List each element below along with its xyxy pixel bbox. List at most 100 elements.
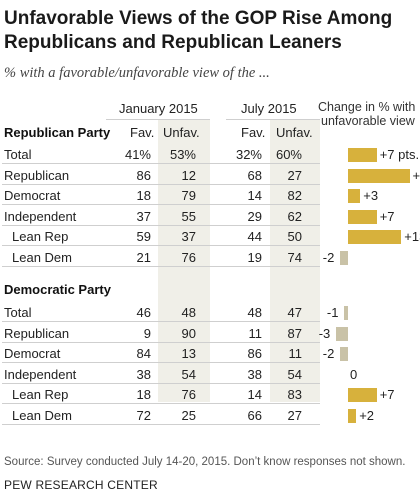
jul-fav-value: 66 [247, 407, 262, 423]
row-divider [2, 265, 320, 267]
jan-fav-value: 38 [136, 366, 151, 382]
jul-unfav-value: 54 [287, 366, 302, 382]
fav-header: Fav. [130, 125, 155, 140]
jul-fav-value: 14 [247, 188, 262, 203]
subtitle: % with a favorable/unfavorable view of t… [4, 65, 270, 81]
jan-unfav-value: 48 [181, 305, 196, 320]
change-label: -2 [322, 249, 335, 265]
change-bar [348, 148, 377, 162]
row-label: Democrat [4, 346, 61, 361]
title-line-1: Unfavorable Views of the GOP Rise Among [4, 8, 393, 29]
change-bar [348, 230, 402, 244]
source-note: Source: Survey conducted July 14-20, 201… [4, 456, 406, 468]
jul-unfav-shade [270, 120, 320, 402]
jul-unfav-value: 11 [288, 346, 303, 361]
jan-unfav-value: 54 [181, 366, 196, 382]
header-january-rule [106, 119, 210, 120]
jul-fav-value: 32% [235, 147, 262, 162]
header-july-rule [226, 119, 320, 120]
jan-fav-value: 37 [136, 208, 151, 224]
jul-unfav-value: 74 [287, 249, 302, 265]
jul-unfav-value: 27 [287, 407, 302, 423]
header-july: July 2015 [241, 101, 297, 116]
change-label: +13 [404, 229, 420, 244]
change-bar [339, 250, 348, 265]
change-label: +7 pts. [379, 147, 420, 162]
change-bar [348, 168, 410, 183]
row-label: Lean Rep [12, 387, 69, 402]
jan-fav-value: 18 [136, 188, 151, 203]
row-label: Democrat [4, 188, 61, 203]
change-label: -3 [318, 325, 331, 341]
jan-fav-value: 84 [136, 346, 151, 361]
row-label: Republican [4, 167, 70, 183]
jan-fav-value: 46 [136, 305, 151, 320]
change-bar [339, 347, 348, 361]
jan-fav-value: 18 [136, 387, 151, 402]
jan-unfav-value: 12 [181, 167, 196, 183]
row-divider [2, 245, 320, 246]
jul-fav-value: 48 [247, 305, 262, 320]
section-header: Republican Party [4, 125, 111, 140]
change-bar [348, 189, 361, 203]
jan-unfav-value: 25 [181, 407, 196, 423]
jul-unfav-value: 82 [287, 188, 302, 203]
jul-fav-value: 29 [247, 208, 262, 224]
jul-unfav-value: 62 [287, 208, 302, 224]
change-label: +3 [363, 188, 379, 203]
row-divider [2, 362, 320, 363]
row-divider [2, 403, 320, 404]
row-label: Lean Dem [12, 249, 72, 265]
jan-unfav-value: 37 [181, 229, 196, 244]
change-label: +7 [379, 208, 395, 224]
row-divider [2, 382, 320, 384]
jul-unfav-value: 27 [287, 167, 302, 183]
jul-fav-value: 19 [247, 249, 262, 265]
jan-unfav-value: 76 [181, 387, 196, 402]
change-bar [335, 326, 348, 341]
unfav-header: Unfav. [163, 125, 200, 140]
row-label: Independent [4, 366, 77, 382]
row-label: Lean Dem [12, 407, 72, 423]
jul-unfav-value: 47 [287, 305, 302, 320]
jan-fav-value: 59 [136, 229, 151, 244]
change-label: +2 [359, 407, 375, 423]
change-label: -1 [326, 305, 339, 320]
jul-fav-value: 14 [247, 387, 262, 402]
header-january: January 2015 [119, 101, 198, 116]
row-divider [2, 204, 320, 205]
jul-fav-value: 86 [247, 346, 262, 361]
jul-fav-value: 68 [247, 167, 262, 183]
row-label: Total [4, 305, 32, 320]
row-divider [2, 163, 320, 164]
jul-unfav-value: 87 [287, 325, 302, 341]
row-label: Independent [4, 208, 77, 224]
credit: PEW RESEARCH CENTER [4, 478, 158, 492]
jan-unfav-value: 53% [169, 147, 196, 162]
header-change-line-2: unfavorable view [321, 114, 415, 128]
jan-unfav-value: 13 [181, 346, 196, 361]
jul-fav-value: 11 [248, 325, 263, 341]
change-bar [348, 209, 377, 224]
row-divider [2, 423, 320, 425]
row-divider [2, 321, 320, 322]
jan-fav-value: 9 [143, 325, 151, 341]
change-bar [343, 306, 348, 320]
jan-unfav-shade [158, 120, 210, 402]
jul-fav-value: 44 [247, 229, 262, 244]
jan-unfav-value: 90 [181, 325, 196, 341]
unfav-header: Unfav. [276, 125, 313, 140]
section-header: Democratic Party [4, 282, 111, 297]
row-divider [2, 183, 320, 185]
title-line-2: Republicans and Republican Leaners [4, 32, 342, 53]
row-label: Republican [4, 325, 70, 341]
fav-header: Fav. [241, 125, 266, 140]
jan-unfav-value: 79 [181, 188, 196, 203]
change-label: +15 [412, 167, 420, 183]
jan-unfav-value: 55 [181, 208, 196, 224]
jul-unfav-value: 50 [287, 229, 302, 244]
jul-fav-value: 38 [247, 366, 262, 382]
jan-fav-value: 86 [136, 167, 151, 183]
change-label: 0 [350, 366, 358, 382]
